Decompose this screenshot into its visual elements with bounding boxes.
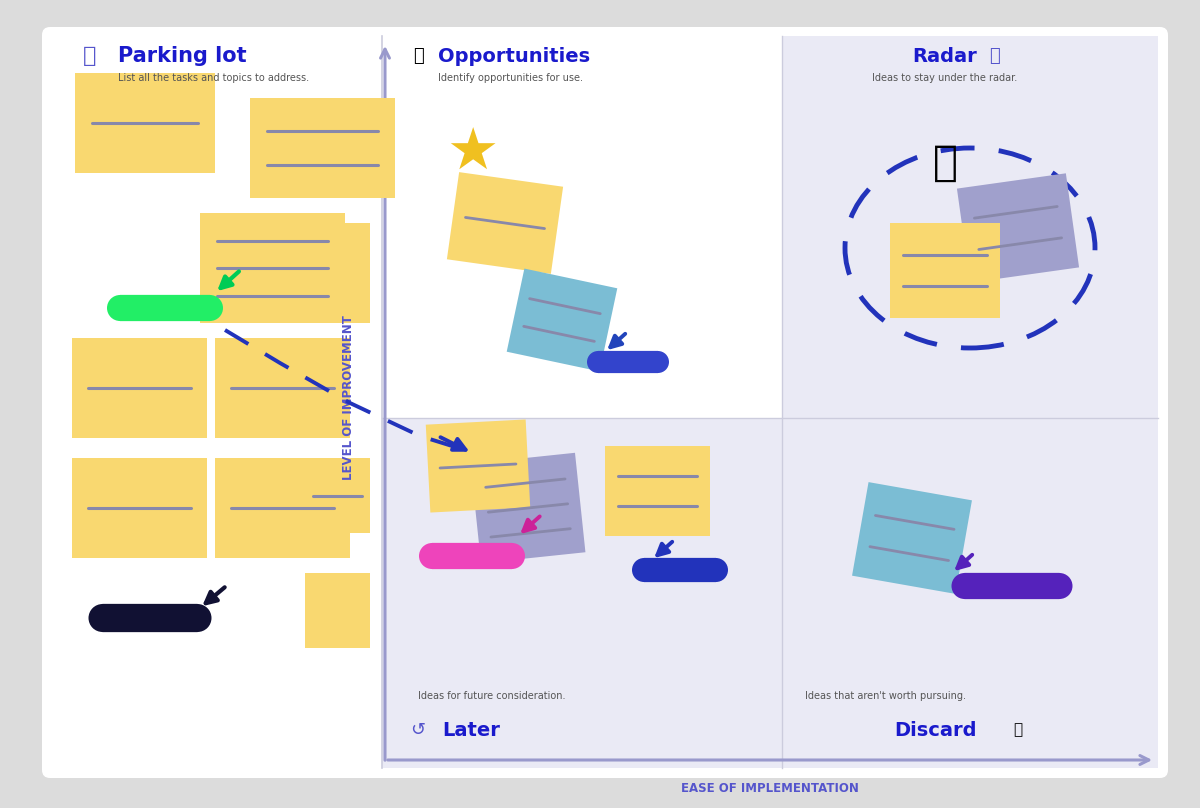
FancyBboxPatch shape [305, 573, 370, 648]
Text: LEVEL OF IMPROVEMENT: LEVEL OF IMPROVEMENT [342, 316, 354, 481]
FancyBboxPatch shape [72, 458, 208, 558]
Circle shape [107, 295, 133, 321]
Text: Later: Later [442, 721, 500, 739]
Polygon shape [470, 452, 586, 563]
Text: Ideas to stay under the radar.: Ideas to stay under the radar. [872, 73, 1018, 83]
Text: 🚀: 🚀 [413, 47, 424, 65]
Circle shape [419, 543, 445, 569]
FancyBboxPatch shape [644, 558, 716, 582]
FancyBboxPatch shape [382, 418, 782, 768]
FancyBboxPatch shape [605, 446, 710, 536]
Text: Parking lot: Parking lot [118, 46, 247, 66]
Text: 🔥: 🔥 [932, 142, 958, 184]
FancyBboxPatch shape [42, 27, 1168, 778]
Text: ⏱: ⏱ [990, 47, 1001, 65]
FancyBboxPatch shape [250, 98, 395, 198]
Text: ↺: ↺ [410, 721, 426, 739]
Circle shape [1046, 573, 1073, 599]
Polygon shape [506, 268, 617, 372]
FancyBboxPatch shape [52, 38, 382, 768]
Circle shape [197, 295, 223, 321]
Polygon shape [446, 172, 563, 274]
Circle shape [704, 558, 728, 582]
Text: ★: ★ [446, 124, 498, 182]
Text: 🚌: 🚌 [83, 46, 97, 66]
FancyBboxPatch shape [120, 295, 210, 321]
Text: Ideas that aren't worth pursuing.: Ideas that aren't worth pursuing. [805, 691, 966, 701]
FancyBboxPatch shape [74, 73, 215, 173]
Polygon shape [426, 419, 530, 512]
Text: Opportunities: Opportunities [438, 47, 590, 65]
Text: EASE OF IMPLEMENTATION: EASE OF IMPLEMENTATION [682, 781, 859, 794]
Text: Ideas for future consideration.: Ideas for future consideration. [418, 691, 565, 701]
Text: Identify opportunities for use.: Identify opportunities for use. [438, 73, 583, 83]
Circle shape [632, 558, 656, 582]
Circle shape [647, 351, 670, 373]
FancyBboxPatch shape [890, 223, 1000, 318]
Text: List all the tasks and topics to address.: List all the tasks and topics to address… [118, 73, 310, 83]
FancyBboxPatch shape [200, 213, 346, 323]
Polygon shape [956, 173, 1079, 283]
FancyBboxPatch shape [215, 338, 350, 438]
Polygon shape [852, 482, 972, 594]
FancyBboxPatch shape [72, 338, 208, 438]
Text: Radar: Radar [913, 47, 977, 65]
Circle shape [184, 604, 211, 632]
Text: 🗑: 🗑 [1014, 722, 1022, 738]
FancyBboxPatch shape [382, 36, 782, 418]
Text: Discard: Discard [894, 721, 977, 739]
FancyBboxPatch shape [305, 458, 370, 533]
FancyBboxPatch shape [432, 543, 512, 569]
Circle shape [499, 543, 526, 569]
Circle shape [952, 573, 978, 599]
FancyBboxPatch shape [782, 36, 1158, 418]
FancyBboxPatch shape [102, 604, 198, 632]
FancyBboxPatch shape [782, 418, 1158, 768]
FancyBboxPatch shape [965, 573, 1060, 599]
FancyBboxPatch shape [260, 223, 370, 323]
FancyBboxPatch shape [215, 458, 350, 558]
FancyBboxPatch shape [598, 351, 658, 373]
Circle shape [89, 604, 116, 632]
Circle shape [587, 351, 610, 373]
